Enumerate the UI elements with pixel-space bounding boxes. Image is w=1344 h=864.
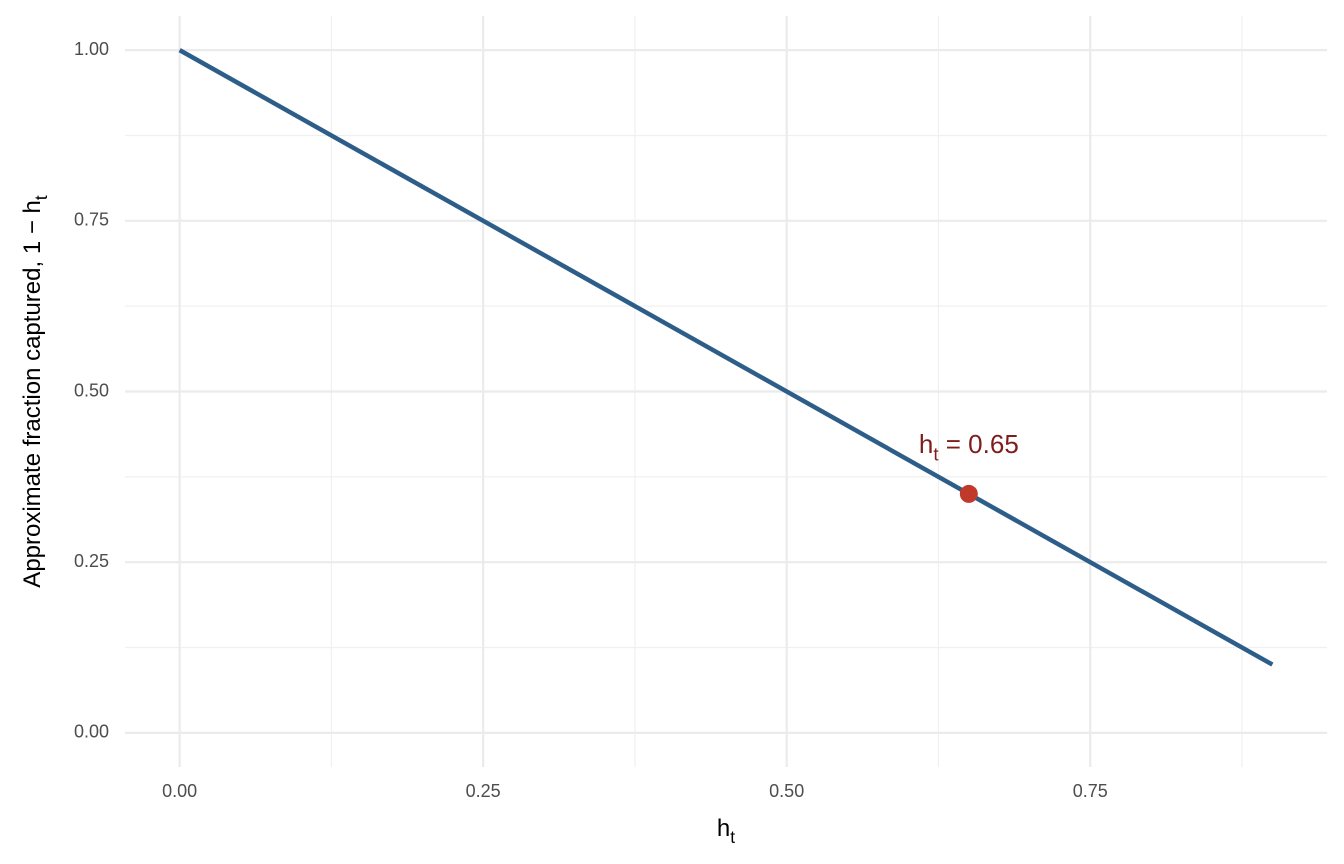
x-axis-title-base: h — [717, 815, 730, 842]
x-tick-label: 0.50 — [769, 781, 804, 801]
y-tick-label: 0.50 — [74, 380, 109, 400]
x-axis-title: ht — [717, 815, 735, 847]
y-axis-title: Approximate fraction captured, 1 − ht — [19, 195, 51, 588]
y-axis-title-base: Approximate fraction captured, 1 − h — [19, 200, 46, 588]
annotation-base: h — [919, 429, 933, 459]
x-axis-title-sub: t — [730, 827, 735, 847]
highlight-point — [959, 484, 978, 503]
y-tick-label: 0.75 — [74, 210, 109, 230]
y-tick-label: 0.00 — [74, 722, 109, 742]
annotation: ht = 0.65 — [919, 429, 1019, 465]
x-tick-label: 0.25 — [466, 781, 501, 801]
x-tick-label: 0.00 — [162, 781, 197, 801]
annotation-sub: t — [933, 444, 939, 465]
annotation-tail: = 0.65 — [939, 429, 1019, 459]
line — [178, 48, 1274, 667]
y-tick-label: 1.00 — [74, 39, 109, 59]
y-tick-label: 0.25 — [74, 551, 109, 571]
x-tick-label: 0.75 — [1073, 781, 1108, 801]
y-axis-title-sub: t — [31, 195, 51, 200]
